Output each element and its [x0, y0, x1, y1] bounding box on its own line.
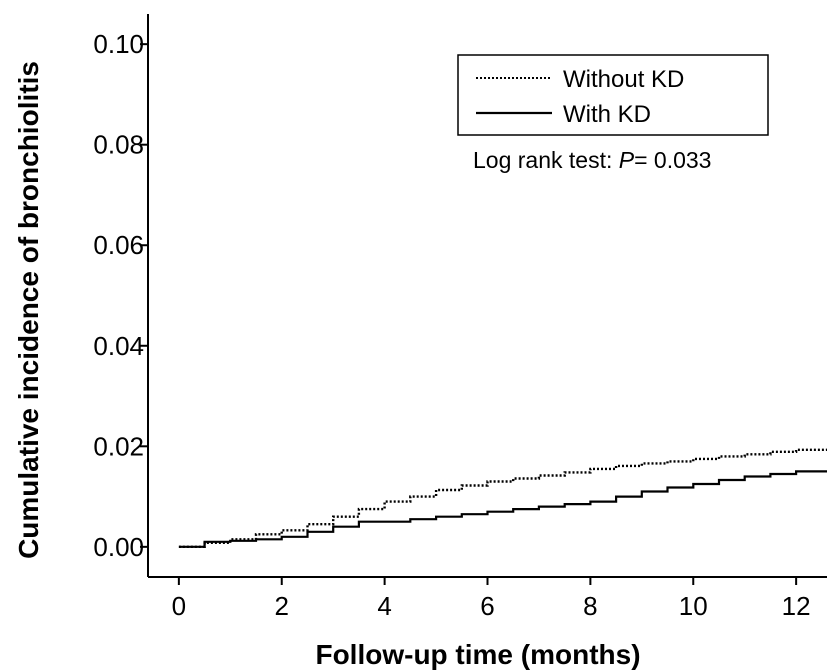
- series-line-without-kd: [178, 448, 827, 548]
- log-rank-annotation: Log rank test: P= 0.033: [473, 147, 711, 173]
- y-tick-label: 0.02: [93, 431, 144, 461]
- annotation-suffix: = 0.033: [634, 147, 711, 173]
- x-tick-label: 6: [480, 591, 494, 621]
- y-axis-title: Cumulative incidence of bronchiolitis: [13, 61, 44, 559]
- x-tick-label: 10: [679, 591, 708, 621]
- annotation-prefix: Log rank test:: [473, 147, 619, 173]
- y-axis-ticks: 0.00 0.02 0.04 0.06 0.08 0.10: [93, 29, 148, 562]
- legend-box: [457, 54, 769, 136]
- legend-label-without-kd: Without KD: [563, 66, 684, 93]
- x-tick-label: 0: [172, 591, 186, 621]
- y-tick-label: 0.10: [93, 29, 144, 59]
- x-tick-label: 12: [782, 591, 811, 621]
- x-axis-ticks: 0 2 4 6 8 10 12: [172, 577, 811, 621]
- y-tick-label: 0.06: [93, 230, 144, 260]
- y-tick-label: 0.04: [93, 331, 144, 361]
- x-tick-label: 8: [583, 591, 597, 621]
- y-tick-label: 0.00: [93, 532, 144, 562]
- series-layer: [178, 448, 827, 548]
- x-tick-label: 2: [275, 591, 289, 621]
- annotation-p: P: [619, 147, 635, 173]
- y-tick-label: 0.08: [93, 130, 144, 160]
- series-line-with-kd: [178, 470, 827, 548]
- legend-label-with-kd: With KD: [563, 101, 651, 128]
- legend: Without KD With KD: [457, 54, 769, 136]
- x-tick-label: 4: [377, 591, 391, 621]
- x-axis-title: Follow-up time (months): [315, 639, 640, 670]
